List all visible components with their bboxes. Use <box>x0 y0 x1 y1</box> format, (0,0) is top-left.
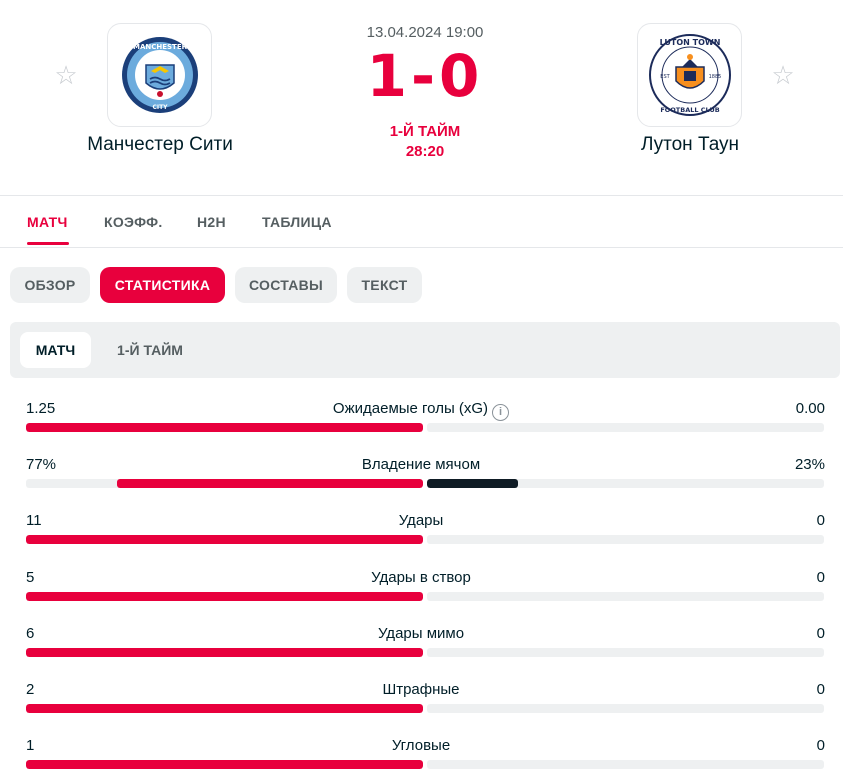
stat-home-value: 1 <box>26 737 35 754</box>
tab-odds[interactable]: КОЭФФ. <box>104 214 163 230</box>
subtab-statistics[interactable]: СТАТИСТИКА <box>100 267 225 303</box>
stat-row: 5 Удары в створ 0 <box>0 569 843 625</box>
away-bar-track <box>427 704 824 713</box>
home-bar-track <box>26 535 423 544</box>
stat-away-value: 0 <box>816 681 825 698</box>
stat-away-value: 0 <box>816 737 825 754</box>
favorite-home-star-icon[interactable]: ☆ <box>54 60 78 90</box>
away-bar-track <box>427 760 824 769</box>
svg-text:LUTON TOWN: LUTON TOWN <box>659 38 720 47</box>
manchester-city-crest-icon: MANCHESTER CITY <box>121 37 198 113</box>
stat-away-value: 23% <box>794 456 825 473</box>
svg-text:FOOTBALL CLUB: FOOTBALL CLUB <box>660 106 719 114</box>
stat-label: Ожидаемые голы (xG) i <box>171 400 671 421</box>
match-period: 1-Й ТАЙМ <box>389 123 461 140</box>
away-team-logo[interactable]: LUTON TOWN FOOTBALL CLUB EST 1885 <box>637 23 742 127</box>
stat-label: Удары в створ <box>171 569 671 586</box>
home-team-logo[interactable]: MANCHESTER CITY <box>107 23 212 127</box>
stat-label: Угловые <box>171 737 671 754</box>
stat-label-text: Удары мимо <box>377 625 465 642</box>
stat-home-value: 5 <box>26 569 35 586</box>
home-team-name[interactable]: Манчестер Сити <box>87 134 233 155</box>
stat-label: Штрафные <box>171 681 671 698</box>
home-bar-fill <box>117 479 423 488</box>
home-bar-track <box>26 760 423 769</box>
away-bar-track <box>427 423 824 432</box>
period-match-button[interactable]: МАТЧ <box>20 332 91 368</box>
match-header: ☆ MANCHESTER CITY Манчестер Сити 13.04.2… <box>0 0 843 196</box>
away-bar-track <box>427 479 824 488</box>
match-score: 1-0 <box>366 42 484 110</box>
stat-home-value: 1.25 <box>26 400 56 417</box>
subtab-text[interactable]: ТЕКСТ <box>347 267 422 303</box>
svg-text:1885: 1885 <box>708 74 721 80</box>
stat-row: 6 Удары мимо 0 <box>0 625 843 681</box>
active-tab-indicator <box>27 242 69 245</box>
stat-away-value: 0 <box>816 512 825 529</box>
stat-home-value: 2 <box>26 681 35 698</box>
period-first-half-button[interactable]: 1-Й ТАЙМ <box>117 342 183 358</box>
home-bar-track <box>26 479 423 488</box>
match-date: 13.04.2024 19:00 <box>366 24 484 41</box>
svg-text:EST: EST <box>660 74 670 80</box>
away-team-name[interactable]: Лутон Таун <box>640 134 740 155</box>
home-bar-fill <box>26 592 423 601</box>
home-bar-track <box>26 592 423 601</box>
stat-label: Удары мимо <box>171 625 671 642</box>
stat-row: 1 Угловые 0 <box>0 737 843 784</box>
home-bar-track <box>26 704 423 713</box>
stat-home-value: 6 <box>26 625 35 642</box>
home-bar-fill <box>26 760 423 769</box>
stat-label-text: Ожидаемые голы (xG) <box>332 400 489 417</box>
stat-away-value: 0 <box>816 625 825 642</box>
stat-label-text: Удары в створ <box>371 569 471 586</box>
stat-label: Удары <box>171 512 671 529</box>
period-filter: МАТЧ 1-Й ТАЙМ <box>10 322 840 378</box>
luton-town-crest-icon: LUTON TOWN FOOTBALL CLUB EST 1885 <box>648 34 731 116</box>
tab-match[interactable]: МАТЧ <box>27 214 68 230</box>
home-bar-fill <box>26 704 423 713</box>
favorite-away-star-icon[interactable]: ☆ <box>771 60 795 90</box>
subtab-lineups[interactable]: СОСТАВЫ <box>235 267 337 303</box>
match-clock: 28:20 <box>405 143 445 160</box>
info-icon[interactable]: i <box>492 404 510 421</box>
stat-label-text: Штрафные <box>382 681 460 698</box>
stat-row: 2 Штрафные 0 <box>0 681 843 737</box>
away-bar-track <box>427 535 824 544</box>
stat-label-text: Удары <box>398 512 444 529</box>
tab-standings[interactable]: ТАБЛИЦА <box>262 214 332 230</box>
subtab-overview[interactable]: ОБЗОР <box>10 267 90 303</box>
stat-home-value: 11 <box>26 512 42 529</box>
stat-home-value: 77% <box>26 456 57 473</box>
away-bar-fill <box>427 479 518 488</box>
svg-text:CITY: CITY <box>152 104 168 111</box>
tab-h2h[interactable]: H2H <box>197 214 226 230</box>
main-tabs: МАТЧ КОЭФФ. H2H ТАБЛИЦА <box>0 196 843 248</box>
away-bar-track <box>427 648 824 657</box>
home-bar-fill <box>26 535 423 544</box>
stat-away-value: 0 <box>816 569 825 586</box>
stat-label-text: Угловые <box>391 737 451 754</box>
stat-row: 77% Владение мячом 23% <box>0 456 843 512</box>
home-bar-fill <box>26 423 423 432</box>
away-bar-track <box>427 592 824 601</box>
stat-row: 1.25 Ожидаемые голы (xG) i 0.00 <box>0 400 843 456</box>
stat-row: 11 Удары 0 <box>0 512 843 568</box>
home-bar-fill <box>26 648 423 657</box>
stat-label-text: Владение мячом <box>361 456 481 473</box>
home-bar-track <box>26 648 423 657</box>
home-bar-track <box>26 423 423 432</box>
stat-away-value: 0.00 <box>795 400 825 417</box>
stat-label: Владение мячом <box>171 456 671 473</box>
svg-text:MANCHESTER: MANCHESTER <box>132 43 187 51</box>
